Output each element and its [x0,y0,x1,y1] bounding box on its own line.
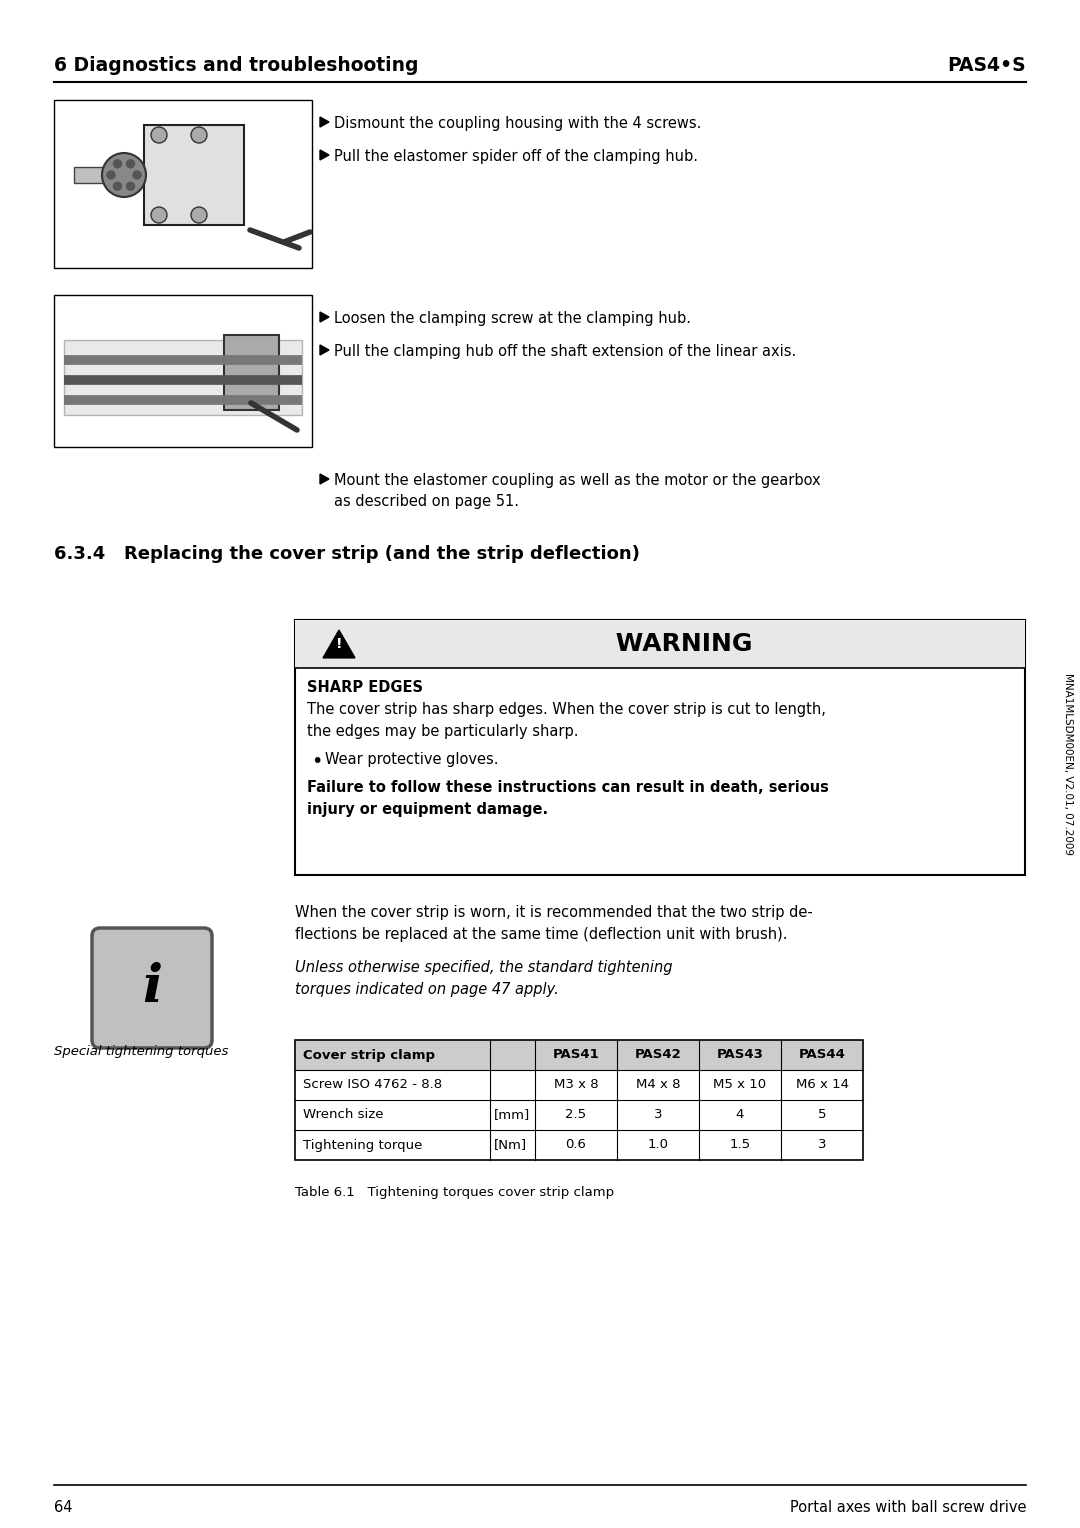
Text: PAS41: PAS41 [553,1048,599,1062]
Circle shape [133,171,141,179]
Text: Wear protective gloves.: Wear protective gloves. [325,752,499,767]
Text: the edges may be particularly sharp.: the edges may be particularly sharp. [307,724,579,740]
Bar [295,620,1025,668]
Text: PAS4•S: PAS4•S [947,57,1026,75]
Text: 1.0: 1.0 [648,1138,669,1152]
Text: Tightening torque: Tightening torque [303,1138,422,1152]
Text: Cover strip clamp: Cover strip clamp [303,1048,435,1062]
Text: Failure to follow these instructions can result in death, serious: Failure to follow these instructions can… [307,779,828,795]
Text: 64: 64 [54,1500,72,1514]
Bar [224,335,279,410]
Text: Unless otherwise specified, the standard tightening: Unless otherwise specified, the standard… [295,960,673,975]
Text: •: • [311,752,322,772]
Text: i: i [141,963,162,1013]
Text: 3: 3 [653,1108,662,1122]
Bar [295,620,1025,876]
Text: torques indicated on page 47 apply.: torques indicated on page 47 apply. [295,983,558,996]
Text: [mm]: [mm] [494,1108,530,1122]
Polygon shape [320,312,329,322]
Text: Mount the elastomer coupling as well as the motor or the gearbox: Mount the elastomer coupling as well as … [334,474,821,487]
Circle shape [107,171,114,179]
Text: The cover strip has sharp edges. When the cover strip is cut to length,: The cover strip has sharp edges. When th… [307,701,826,717]
Circle shape [126,160,135,168]
Text: Special tightening torques: Special tightening torques [54,1045,228,1057]
Text: PAS44: PAS44 [798,1048,846,1062]
Text: 1.5: 1.5 [729,1138,751,1152]
Bar [144,125,244,225]
Text: Loosen the clamping screw at the clamping hub.: Loosen the clamping screw at the clampin… [334,312,691,325]
Text: [Nm]: [Nm] [494,1138,527,1152]
Text: Dismount the coupling housing with the 4 screws.: Dismount the coupling housing with the 4… [334,116,701,131]
Text: M5 x 10: M5 x 10 [714,1079,767,1091]
Text: MNA1MLSDM00EN, V2.01, 07.2009: MNA1MLSDM00EN, V2.01, 07.2009 [1063,672,1074,856]
Bar [64,341,302,416]
Circle shape [113,182,121,191]
Circle shape [102,153,146,197]
Text: 0.6: 0.6 [566,1138,586,1152]
Bar [54,295,312,448]
Text: Table 6.1   Tightening torques cover strip clamp: Table 6.1 Tightening torques cover strip… [295,1186,615,1199]
Text: 6.3.4   Replacing the cover strip (and the strip deflection): 6.3.4 Replacing the cover strip (and the… [54,545,639,562]
Circle shape [191,206,207,223]
Text: 2.5: 2.5 [566,1108,586,1122]
Bar [295,1041,863,1070]
Text: M4 x 8: M4 x 8 [636,1079,680,1091]
Polygon shape [320,474,329,484]
Text: injury or equipment damage.: injury or equipment damage. [307,802,549,817]
Circle shape [151,206,167,223]
FancyBboxPatch shape [92,927,212,1048]
Polygon shape [323,630,355,659]
Bar [75,167,144,183]
Circle shape [151,127,167,144]
Polygon shape [320,150,329,160]
Text: Pull the elastomer spider off of the clamping hub.: Pull the elastomer spider off of the cla… [334,150,698,163]
Text: Pull the clamping hub off the shaft extension of the linear axis.: Pull the clamping hub off the shaft exte… [334,344,796,359]
Text: WARNING: WARNING [607,633,753,656]
Text: flections be replaced at the same time (deflection unit with brush).: flections be replaced at the same time (… [295,927,787,941]
Text: M3 x 8: M3 x 8 [554,1079,598,1091]
Bar [54,99,312,267]
Text: M6 x 14: M6 x 14 [796,1079,849,1091]
Text: When the cover strip is worn, it is recommended that the two strip de-: When the cover strip is worn, it is reco… [295,905,813,920]
Text: Wrench size: Wrench size [303,1108,383,1122]
Text: 5: 5 [818,1108,826,1122]
Polygon shape [320,118,329,127]
Bar [295,1041,863,1160]
Text: SHARP EDGES: SHARP EDGES [307,680,423,695]
Text: Portal axes with ball screw drive: Portal axes with ball screw drive [789,1500,1026,1514]
Text: Screw ISO 4762 - 8.8: Screw ISO 4762 - 8.8 [303,1079,442,1091]
Circle shape [113,160,121,168]
Text: PAS42: PAS42 [635,1048,681,1062]
Text: 6 Diagnostics and troubleshooting: 6 Diagnostics and troubleshooting [54,57,419,75]
Text: 4: 4 [735,1108,744,1122]
Text: as described on page 51.: as described on page 51. [334,494,519,509]
Text: 3: 3 [818,1138,826,1152]
Circle shape [191,127,207,144]
Text: PAS43: PAS43 [716,1048,764,1062]
Circle shape [126,182,135,191]
Polygon shape [320,345,329,354]
Text: !: ! [336,637,342,651]
